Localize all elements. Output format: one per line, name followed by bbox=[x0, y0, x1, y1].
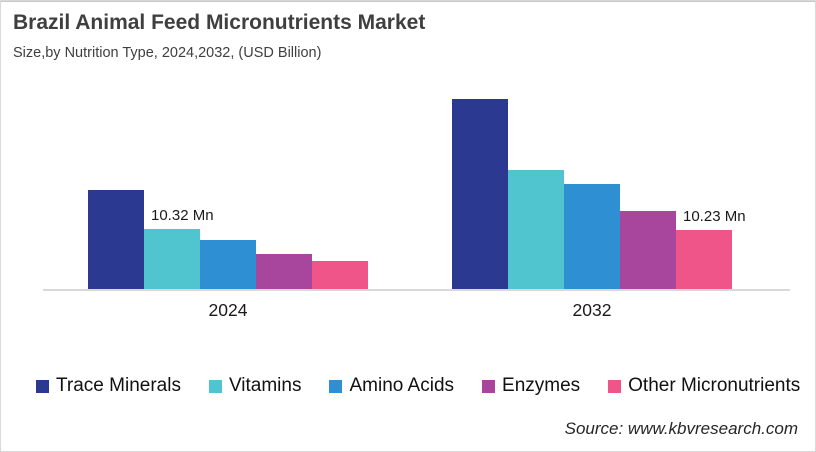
bar-2024-trace-minerals bbox=[88, 190, 144, 290]
legend-label: Amino Acids bbox=[349, 375, 455, 396]
legend-swatch-icon bbox=[208, 379, 222, 393]
bar-2032-amino-acids bbox=[564, 184, 620, 290]
legend-label: Enzymes bbox=[502, 375, 581, 396]
bar-2032-trace-minerals bbox=[452, 99, 508, 290]
legend-swatch-icon bbox=[608, 379, 622, 393]
data-label-2032-other-micronutrients: 10.23 Mn bbox=[683, 208, 746, 225]
source-credit: Source: www.kbvresearch.com bbox=[564, 419, 798, 438]
bar-2024-vitamins bbox=[144, 229, 200, 290]
chart-title: Brazil Animal Feed Micronutrients Market bbox=[13, 11, 426, 34]
bar-2024-amino-acids bbox=[200, 240, 256, 290]
chart-legend: Trace Minerals Vitamins Amino Acids Enzymes… bbox=[36, 375, 800, 397]
bar-2032-enzymes bbox=[620, 211, 676, 290]
legend-item-enzymes: Enzymes bbox=[482, 375, 580, 397]
legend-label: Other Micronutrients bbox=[628, 375, 801, 396]
legend-swatch-icon bbox=[482, 379, 496, 393]
bar-2024-other-micronutrients bbox=[312, 261, 368, 290]
data-label-2024-vitamins: 10.32 Mn bbox=[151, 207, 214, 224]
legend-swatch-icon bbox=[329, 379, 343, 393]
bar-2024-enzymes bbox=[256, 254, 312, 290]
legend-item-amino-acids: Amino Acids bbox=[329, 375, 454, 397]
legend-swatch-icon bbox=[36, 379, 49, 393]
x-axis-label-2024: 2024 bbox=[208, 300, 248, 320]
legend-item-vitamins: Vitamins bbox=[208, 375, 302, 397]
x-axis-label-2032: 2032 bbox=[572, 300, 612, 320]
x-axis-line bbox=[43, 289, 790, 291]
legend-item-other-micronutrients: Other Micronutrients bbox=[608, 375, 800, 397]
bar-2032-vitamins bbox=[508, 170, 564, 290]
legend-label: Trace Minerals bbox=[56, 375, 181, 396]
bar-2032-other-micronutrients bbox=[676, 230, 732, 290]
legend-item-trace-minerals: Trace Minerals bbox=[36, 375, 181, 397]
chart-subtitle: Size,by Nutrition Type, 2024,2032, (USD … bbox=[13, 45, 322, 61]
legend-label: Vitamins bbox=[228, 375, 302, 396]
